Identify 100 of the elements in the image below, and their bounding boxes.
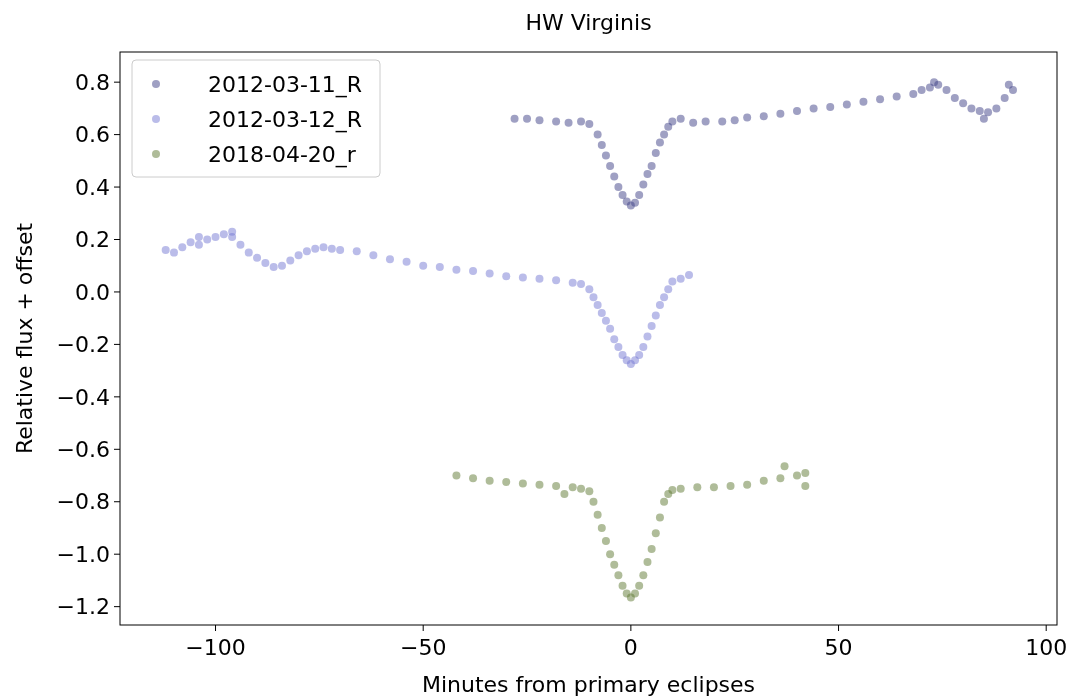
point	[647, 544, 656, 553]
point	[485, 476, 494, 485]
point	[730, 116, 739, 125]
point	[668, 117, 677, 126]
point	[1004, 80, 1013, 89]
point	[780, 462, 789, 471]
legend-label: 2012-03-11_R	[208, 71, 363, 98]
point	[614, 571, 623, 580]
y-tick-label: 0.6	[75, 122, 110, 148]
point	[452, 471, 461, 480]
y-tick-label: 0.0	[75, 279, 110, 305]
point	[984, 108, 993, 117]
point	[950, 93, 959, 102]
point	[643, 169, 652, 178]
y-tick-label: 0.4	[75, 174, 110, 200]
point	[552, 117, 561, 126]
point	[809, 104, 818, 113]
y-tick-label: −0.8	[56, 489, 110, 515]
x-axis-title: Minutes from primary eclipses	[421, 672, 756, 697]
point	[930, 78, 939, 87]
point	[469, 474, 478, 483]
y-tick-label: −0.6	[56, 437, 110, 462]
x-tick-label: −100	[185, 635, 246, 660]
point	[793, 471, 801, 480]
point	[676, 114, 685, 123]
point	[618, 581, 627, 590]
point	[589, 497, 598, 506]
y-tick-label: 0.2	[75, 227, 110, 253]
point	[689, 118, 698, 127]
point	[718, 117, 727, 126]
point	[1000, 93, 1009, 102]
point	[597, 523, 606, 532]
point	[618, 190, 627, 199]
point	[577, 117, 586, 126]
point	[992, 104, 1001, 113]
point	[585, 120, 594, 129]
point	[967, 104, 976, 113]
point	[660, 497, 669, 506]
y-tick-label: −1.2	[56, 594, 110, 620]
point	[560, 489, 569, 498]
point	[585, 487, 594, 496]
point	[502, 478, 511, 487]
point	[892, 92, 901, 101]
y-tick-label: −0.2	[56, 332, 110, 358]
legend-label: 2012-03-12_R	[208, 106, 363, 133]
point	[651, 148, 660, 157]
point	[651, 529, 660, 538]
point	[826, 103, 835, 112]
point	[693, 483, 702, 492]
point	[639, 571, 648, 580]
point	[639, 180, 648, 189]
point	[859, 97, 868, 106]
point	[635, 190, 644, 199]
x-tick-label: 0	[623, 635, 638, 660]
point	[655, 513, 664, 522]
point	[568, 483, 577, 492]
point	[518, 479, 527, 488]
point	[743, 113, 752, 122]
point	[631, 589, 640, 598]
point	[975, 107, 984, 116]
point	[979, 114, 988, 123]
point	[726, 482, 735, 491]
legend-label: 2018-04-20_r	[208, 141, 357, 168]
y-axis-title: Relative flux + offset	[12, 222, 37, 455]
point	[776, 109, 785, 118]
point	[631, 198, 640, 207]
y-tick-label: −0.4	[56, 384, 110, 410]
point	[577, 484, 586, 493]
point	[793, 107, 801, 116]
x-tick-label: 100	[1025, 635, 1068, 660]
point	[909, 89, 918, 98]
point	[635, 581, 644, 590]
y-tick-label: 0.8	[75, 69, 110, 95]
point	[647, 162, 656, 171]
point	[917, 86, 926, 95]
chart-title: HW Virginis	[525, 10, 652, 35]
point	[655, 138, 664, 147]
point	[593, 510, 602, 519]
point	[552, 482, 561, 491]
point	[959, 99, 968, 108]
point	[743, 480, 752, 489]
point	[801, 468, 810, 477]
point	[614, 183, 623, 192]
point	[842, 100, 851, 109]
point	[601, 151, 610, 160]
point	[925, 83, 934, 92]
point	[709, 483, 718, 492]
point	[610, 172, 619, 181]
point	[510, 114, 519, 123]
point	[776, 474, 785, 483]
point	[676, 484, 685, 493]
point	[606, 550, 615, 559]
x-tick-label: 50	[824, 635, 853, 660]
point	[593, 130, 602, 139]
point	[606, 162, 615, 171]
point	[597, 141, 606, 150]
point	[664, 122, 673, 131]
point	[759, 112, 768, 121]
point	[801, 482, 810, 491]
point	[876, 95, 885, 104]
